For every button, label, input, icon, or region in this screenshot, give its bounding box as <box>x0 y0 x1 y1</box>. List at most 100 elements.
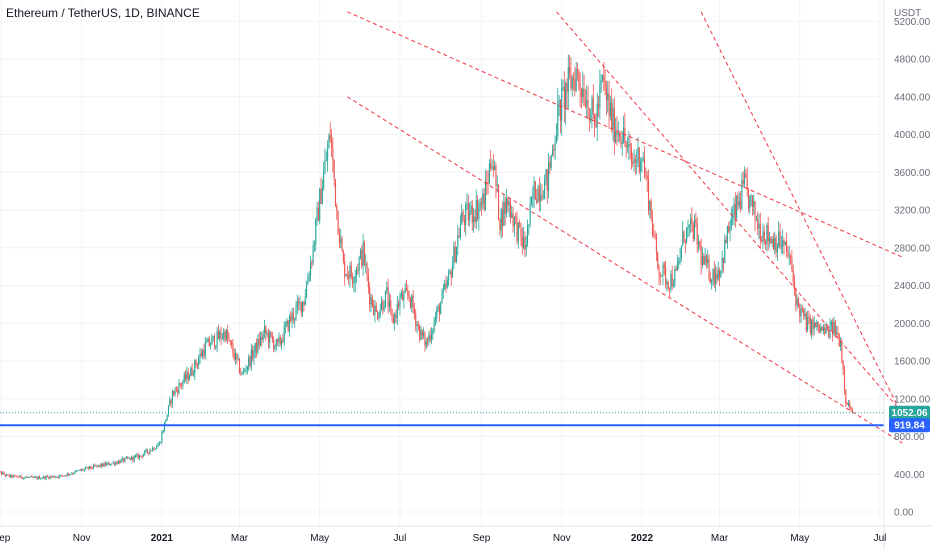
y-tick-label: 4800.00 <box>894 55 931 66</box>
candle-body <box>152 447 154 451</box>
candle-body <box>319 188 321 221</box>
candle-body <box>601 74 604 81</box>
candle-body <box>626 145 629 148</box>
candle-body <box>405 288 408 291</box>
candle-body <box>742 180 744 184</box>
candle-body <box>358 257 360 271</box>
candle-body <box>256 342 258 353</box>
trendline-upper-channel[interactable] <box>347 11 903 258</box>
candle-body <box>77 470 79 472</box>
candle-body <box>90 466 92 469</box>
candle-body <box>248 357 250 367</box>
candle-body <box>350 265 352 277</box>
candle-body <box>473 216 475 223</box>
candle-body <box>529 204 531 225</box>
candle-body <box>436 309 438 319</box>
candle-body <box>519 222 521 224</box>
candle-body <box>225 330 227 341</box>
candle-body <box>787 251 789 256</box>
candle-body <box>402 293 404 301</box>
candle-body <box>113 462 116 465</box>
candle-body <box>317 207 319 221</box>
trendline-steep-resistance[interactable] <box>700 11 903 416</box>
candle-body <box>715 274 717 285</box>
candle-body <box>533 181 535 198</box>
candle-body <box>278 337 280 342</box>
candle-body <box>252 349 254 359</box>
candle-body <box>332 147 334 160</box>
candle-body <box>597 103 600 108</box>
candle-body <box>369 287 371 305</box>
candle-body <box>185 374 187 380</box>
candle-body <box>513 216 515 227</box>
candle-body <box>694 219 696 240</box>
candle-body <box>841 342 843 362</box>
candle-body <box>244 370 246 372</box>
candle-body <box>60 475 62 476</box>
candle-body <box>583 88 585 106</box>
trendline-mid-channel[interactable] <box>556 11 903 414</box>
candle-body <box>142 454 145 457</box>
candle-body <box>120 459 122 464</box>
candle-body <box>632 161 634 164</box>
candle-body <box>254 342 256 352</box>
candle-body <box>427 341 429 343</box>
candle-body <box>573 77 575 80</box>
candle-body <box>91 468 93 470</box>
candle-body <box>708 258 710 279</box>
time-axis[interactable]: Sep Nov 2021 Mar May Jul Sep Nov 2022 Mar May Jul <box>0 525 932 544</box>
y-tick-label: 2000.00 <box>894 319 931 330</box>
candle-body <box>21 477 24 479</box>
candle-body <box>258 338 260 346</box>
price-axis[interactable]: USDT 0.00 400.00 800.00 1200.00 1600.00 2000.0… <box>883 0 931 550</box>
candle-body <box>492 166 494 171</box>
candle-body <box>282 340 284 342</box>
candle-body <box>308 276 310 280</box>
candle-body <box>140 455 142 457</box>
candle-body <box>592 97 594 114</box>
candle-body <box>471 205 473 223</box>
candle-body <box>291 312 293 321</box>
candle-body <box>816 321 818 328</box>
candle-body <box>837 332 839 335</box>
candle-body <box>629 144 631 149</box>
candle-body <box>50 476 52 478</box>
candle-body <box>791 257 793 270</box>
candle-body <box>424 333 426 346</box>
y-tick-label: 3600.00 <box>894 168 931 179</box>
candle-body <box>370 297 372 305</box>
candle-body <box>654 234 656 236</box>
candle-body <box>604 80 606 87</box>
x-tick-label: 2022 <box>631 533 654 544</box>
candle-body <box>262 333 264 340</box>
trendline-lower-channel[interactable] <box>347 96 903 444</box>
candle-body <box>162 431 164 433</box>
candle-body <box>366 263 368 275</box>
candle-body <box>474 216 476 223</box>
candle-body <box>174 389 176 395</box>
candle-body <box>81 469 83 471</box>
candle-body <box>724 239 726 264</box>
candle-body <box>103 463 105 467</box>
candle-body <box>409 297 412 308</box>
candle-body <box>171 391 173 404</box>
candle-body <box>441 291 443 304</box>
candle-body <box>828 329 830 338</box>
candle-body <box>233 353 235 360</box>
candle-body <box>701 256 703 266</box>
candle-body <box>642 158 644 160</box>
candle-body <box>734 203 736 218</box>
candle-body <box>832 321 834 335</box>
candle-body <box>770 238 772 244</box>
candle-body <box>320 188 322 204</box>
candle-body <box>776 246 778 253</box>
candle-body <box>229 340 231 342</box>
candle-body <box>324 160 326 173</box>
candle-body <box>634 158 636 163</box>
candle-body <box>691 218 693 225</box>
candle-body <box>275 339 277 347</box>
candle-body <box>544 179 546 199</box>
candle-body <box>119 460 121 464</box>
candle-body <box>53 476 55 478</box>
